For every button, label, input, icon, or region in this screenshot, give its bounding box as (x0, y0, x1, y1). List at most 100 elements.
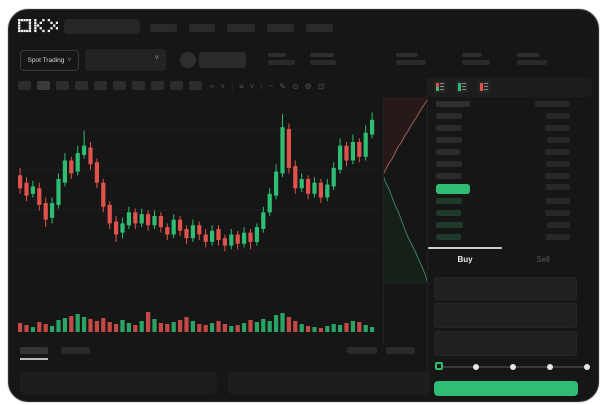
orderbook-bid-row[interactable] (428, 231, 592, 243)
last-price-placeholder (199, 52, 246, 68)
price-cell (436, 113, 462, 119)
price-cell (436, 101, 470, 107)
indicator-icon[interactable]: ≡ (239, 81, 244, 91)
timeframe-button[interactable] (94, 81, 107, 90)
pair-avatar (180, 52, 196, 68)
timeframe-button[interactable] (151, 81, 164, 90)
amount-cell (545, 173, 570, 179)
stat-label (517, 53, 539, 57)
icon-line (484, 86, 488, 87)
global-search-input[interactable] (64, 19, 140, 34)
bottom-panel[interactable] (20, 372, 217, 394)
order-form-field[interactable] (434, 331, 577, 356)
order-form-field[interactable] (434, 277, 577, 300)
buy-submit-button[interactable] (434, 381, 578, 396)
amount-cell (546, 234, 570, 240)
amount-cell (546, 113, 570, 119)
price-cell (436, 198, 462, 204)
timeframe-button[interactable] (189, 81, 202, 90)
stat-value (396, 60, 426, 65)
icon-line (462, 83, 466, 84)
stat-label (310, 53, 334, 57)
expand-icon[interactable]: ⊡ (317, 81, 325, 91)
bottom-tab-indicator (20, 358, 48, 360)
nav-item[interactable] (227, 24, 255, 32)
market-type-label: Spot Trading (27, 57, 65, 64)
orderbook-ask-row[interactable] (428, 110, 592, 122)
amount-cell (545, 125, 570, 131)
tab-buy[interactable]: Buy (457, 255, 473, 264)
orderbook-ask-row[interactable] (428, 122, 592, 134)
panel-divider (427, 78, 428, 378)
nav-item[interactable] (150, 24, 177, 32)
asks-only-icon[interactable] (478, 81, 490, 93)
price-cell (436, 234, 461, 240)
stat-value (310, 60, 336, 65)
icon-line (440, 83, 444, 84)
tab-sell[interactable]: Sell (536, 255, 550, 264)
orderbook-ask-row[interactable] (428, 170, 592, 182)
price-cell (436, 125, 461, 131)
nav-item[interactable] (189, 24, 215, 32)
nav-item[interactable] (267, 24, 294, 32)
price-cell (436, 210, 461, 216)
slider-stop[interactable] (584, 364, 590, 370)
order-form-field[interactable] (434, 303, 577, 328)
chevron-down-icon[interactable]: ˅ (220, 81, 226, 91)
timeframe-button[interactable] (113, 81, 126, 90)
combined-book-icon[interactable] (434, 81, 446, 93)
orderbook-column-header[interactable] (428, 98, 592, 110)
orderbook-header (428, 78, 592, 97)
orderbook-bid-row[interactable] (428, 195, 592, 207)
timeframe-button[interactable] (132, 81, 145, 90)
amount-cell (547, 137, 570, 143)
line-icon[interactable]: ~ (268, 81, 274, 91)
price-cell (436, 161, 462, 167)
slider-stop[interactable] (547, 364, 553, 370)
timeframe-button[interactable] (56, 81, 69, 90)
market-type-selector[interactable]: Spot Trading ˅ (20, 50, 79, 71)
slider-handle[interactable] (435, 362, 443, 370)
orderbook-bid-row[interactable] (428, 207, 592, 219)
toolbar-divider: | (231, 81, 234, 91)
icon-part (458, 83, 461, 91)
timeframe-button[interactable] (75, 81, 88, 90)
timeframe-button[interactable] (37, 81, 50, 90)
bottom-action[interactable] (347, 347, 377, 354)
orderbook-bid-row[interactable] (428, 219, 592, 231)
orderbook-last-price-row[interactable] (428, 181, 592, 194)
bids-only-icon[interactable] (456, 81, 468, 93)
icon-line (462, 86, 466, 87)
stat-label (462, 53, 482, 57)
timeframe-button[interactable] (18, 81, 31, 90)
bottom-panel[interactable] (228, 372, 430, 394)
stat-label (268, 53, 286, 57)
amount-cell (547, 222, 570, 228)
bottom-action[interactable] (386, 347, 415, 354)
gear-icon[interactable]: ⚙ (304, 81, 312, 91)
orderbook-ask-row[interactable] (428, 158, 592, 170)
icon-line (484, 89, 488, 90)
chevron-down-icon[interactable]: ˅ (249, 81, 255, 91)
bottom-tab[interactable] (61, 347, 90, 354)
slider-stop[interactable] (473, 364, 479, 370)
orderbook-ask-row[interactable] (428, 134, 592, 146)
amount-cell (546, 198, 570, 204)
pair-selector-dropdown[interactable]: ˅ (85, 49, 166, 71)
timeframe-button[interactable] (170, 81, 183, 90)
slider-stop[interactable] (510, 364, 516, 370)
icon-line (462, 89, 466, 90)
bottom-tab[interactable] (20, 347, 48, 354)
amount-cell (545, 210, 570, 216)
icon-part (436, 83, 439, 87)
amount-cell (535, 101, 570, 107)
amount-cell (546, 161, 570, 167)
orderbook-ask-row[interactable] (428, 146, 592, 158)
camera-icon[interactable]: ⊙ (291, 81, 299, 91)
nav-item[interactable] (306, 24, 333, 32)
pencil-icon[interactable]: ✎ (279, 81, 286, 91)
wave-icon[interactable]: ≈ (210, 81, 215, 91)
panel-divider (383, 97, 384, 345)
chevron-down-icon: ˅ (154, 53, 159, 62)
